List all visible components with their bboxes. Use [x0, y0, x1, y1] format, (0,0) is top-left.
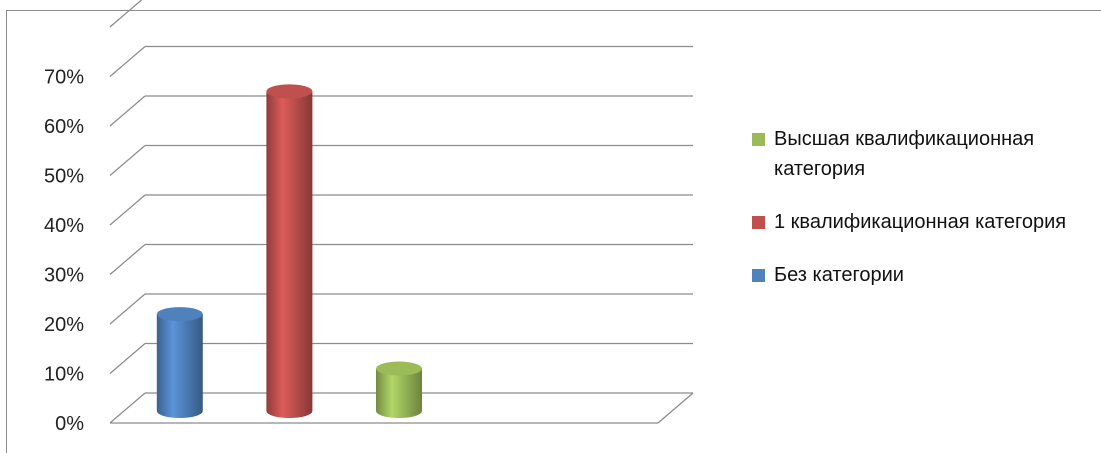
- legend-swatch: [752, 133, 765, 146]
- bar-body: [156, 314, 203, 418]
- bar-cylinder: [156, 307, 203, 418]
- side-gridline: [109, 145, 146, 176]
- legend-item-no-category: Без категории: [752, 260, 1097, 290]
- bars: [156, 84, 422, 418]
- y-tick-label: 10%: [44, 364, 84, 386]
- bar-top: [156, 307, 203, 322]
- side-gridline: [109, 244, 146, 275]
- side-gridline: [109, 194, 146, 226]
- side-gridline: [109, 95, 146, 127]
- bar-body: [266, 91, 313, 418]
- legend-swatch: [752, 269, 765, 282]
- floor-right-edge: [657, 392, 694, 424]
- side-gridline: [109, 392, 146, 424]
- bar-cylinder: [266, 84, 313, 418]
- y-axis-ticks: 0% 10% 20% 30% 40% 50% 60% 70%: [44, 67, 84, 436]
- legend: Высшая квалификационная категория 1 квал…: [752, 124, 1097, 313]
- legend-item-first-category: 1 квалификационная категория: [752, 207, 1097, 237]
- side-gridline: [109, 0, 143, 28]
- bar-cylinder: [376, 361, 422, 418]
- y-tick-label: 40%: [44, 215, 84, 237]
- legend-label: Без категории: [774, 264, 904, 286]
- side-gridline: [109, 293, 146, 325]
- y-tick-label: 50%: [44, 166, 84, 188]
- legend-label: Высшая квалификационная категория: [774, 128, 1035, 180]
- y-tick-label: 70%: [44, 67, 84, 89]
- y-tick-label: 20%: [44, 314, 84, 336]
- side-gridline: [109, 46, 146, 77]
- y-tick-label: 30%: [44, 265, 84, 287]
- legend-swatch: [752, 216, 765, 229]
- bar-top: [266, 84, 313, 99]
- legend-item-higher-category: Высшая квалификационная категория: [752, 124, 1097, 184]
- y-tick-label: 60%: [44, 116, 84, 138]
- legend-label: 1 квалификационная категория: [774, 211, 1067, 233]
- chart-frame: [6, 10, 1101, 453]
- bar-top: [376, 361, 422, 376]
- bar-body: [376, 368, 422, 418]
- side-gridline: [109, 343, 146, 374]
- y-tick-label: 0%: [55, 413, 84, 435]
